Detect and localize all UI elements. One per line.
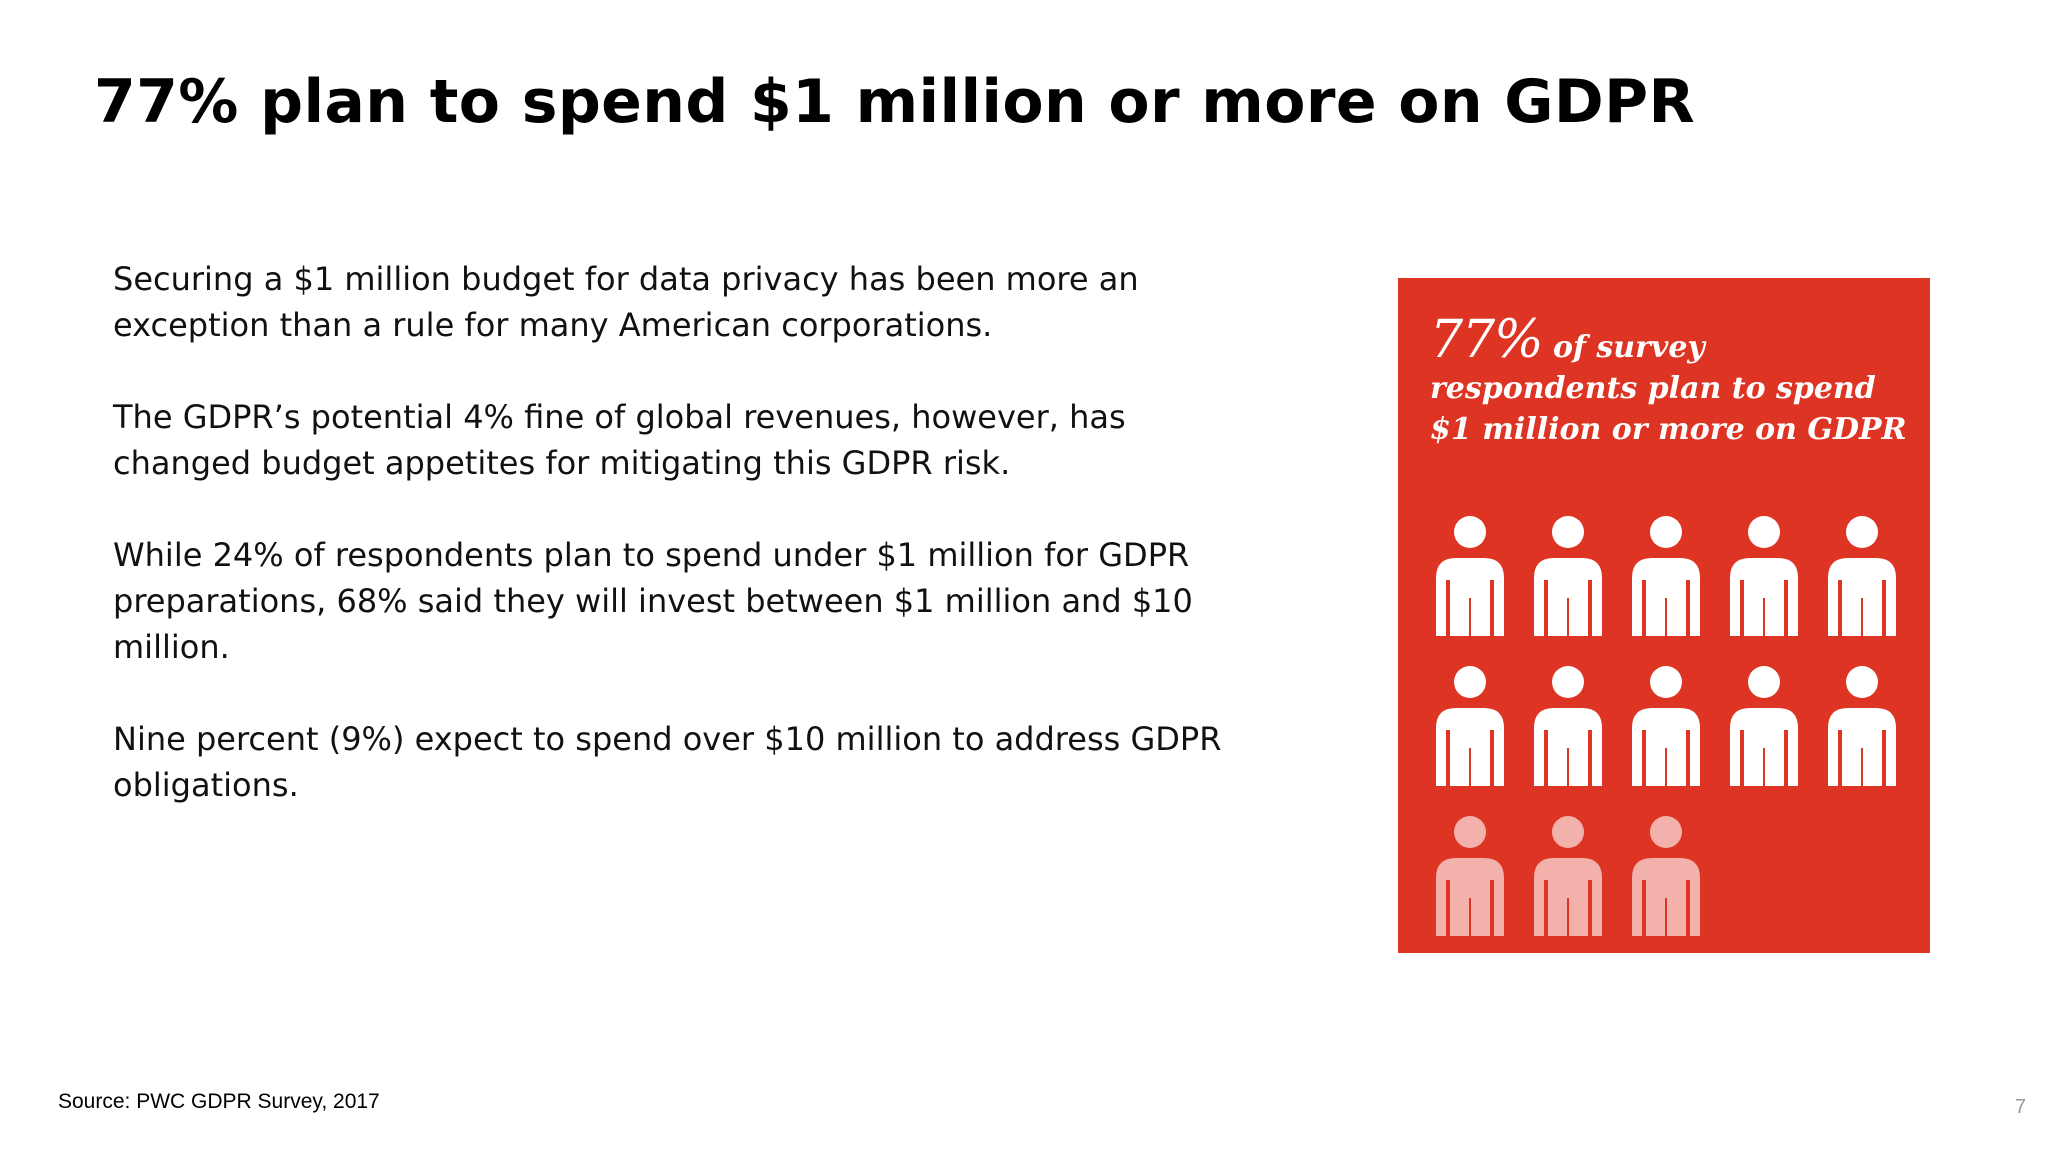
paragraph-spend-breakdown: While 24% of respondents plan to spend u… [113, 536, 1193, 666]
infographic-stat: 77% [1430, 310, 1544, 370]
infographic-caption-text: of survey respondents plan to spend $1 m… [1430, 330, 1907, 447]
person-icon [1526, 814, 1610, 944]
paragraph-budget-exception: Securing a $1 million budget for data pr… [113, 260, 1139, 344]
person-icon [1428, 664, 1512, 794]
person-icon [1526, 514, 1610, 644]
people-icon-grid [1428, 514, 1908, 936]
survey-infographic: 77% of survey respondents plan to spend … [1398, 278, 1930, 953]
person-icon [1624, 814, 1708, 944]
person-icon [1820, 664, 1904, 794]
person-icon [1624, 664, 1708, 794]
person-icon [1526, 664, 1610, 794]
person-icon [1428, 514, 1512, 644]
source-note: Source: PWC GDPR Survey, 2017 [58, 1090, 380, 1113]
infographic-caption: 77% of survey respondents plan to spend … [1430, 314, 1910, 450]
person-icon [1820, 514, 1904, 644]
person-icon [1624, 514, 1708, 644]
body-text: Securing a $1 million budget for data pr… [113, 256, 1253, 854]
person-icon [1722, 514, 1806, 644]
paragraph-over-ten-million: Nine percent (9%) expect to spend over $… [113, 720, 1222, 804]
person-icon [1428, 814, 1512, 944]
person-icon [1722, 664, 1806, 794]
paragraph-fine-impact: The GDPR’s potential 4% fine of global r… [113, 398, 1126, 482]
slide-title: 77% plan to spend $1 million or more on … [94, 67, 1696, 137]
page-number: 7 [2014, 1096, 2026, 1118]
